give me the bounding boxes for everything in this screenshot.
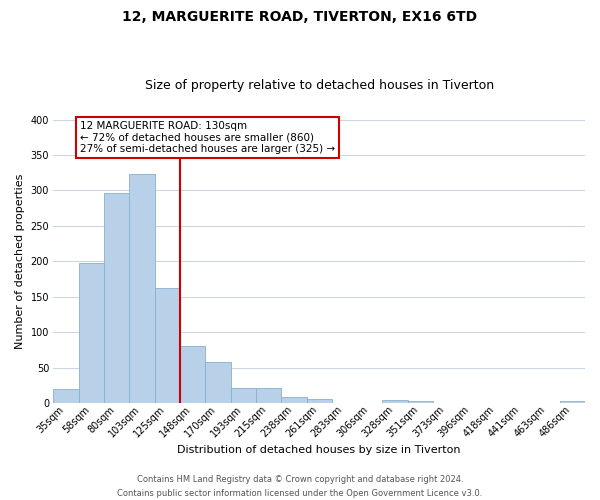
Text: Contains HM Land Registry data © Crown copyright and database right 2024.
Contai: Contains HM Land Registry data © Crown c… (118, 476, 482, 498)
Bar (408, 401, 433, 403)
Y-axis label: Number of detached properties: Number of detached properties (15, 174, 25, 349)
Bar (129, 174, 155, 403)
X-axis label: Distribution of detached houses by size in Tiverton: Distribution of detached houses by size … (178, 445, 461, 455)
Bar (79, 264, 104, 403)
Bar (307, 399, 332, 403)
Bar (205, 362, 230, 403)
Bar (180, 346, 205, 403)
Text: 12, MARGUERITE ROAD, TIVERTON, EX16 6TD: 12, MARGUERITE ROAD, TIVERTON, EX16 6TD (122, 10, 478, 24)
Bar (382, 400, 408, 403)
Bar (53, 389, 79, 403)
Bar (155, 288, 180, 403)
Bar (256, 388, 281, 403)
Bar (104, 194, 129, 403)
Bar (281, 398, 307, 403)
Bar (230, 388, 256, 403)
Text: 12 MARGUERITE ROAD: 130sqm
← 72% of detached houses are smaller (860)
27% of sem: 12 MARGUERITE ROAD: 130sqm ← 72% of deta… (80, 121, 335, 154)
Title: Size of property relative to detached houses in Tiverton: Size of property relative to detached ho… (145, 79, 494, 92)
Bar (560, 401, 585, 403)
